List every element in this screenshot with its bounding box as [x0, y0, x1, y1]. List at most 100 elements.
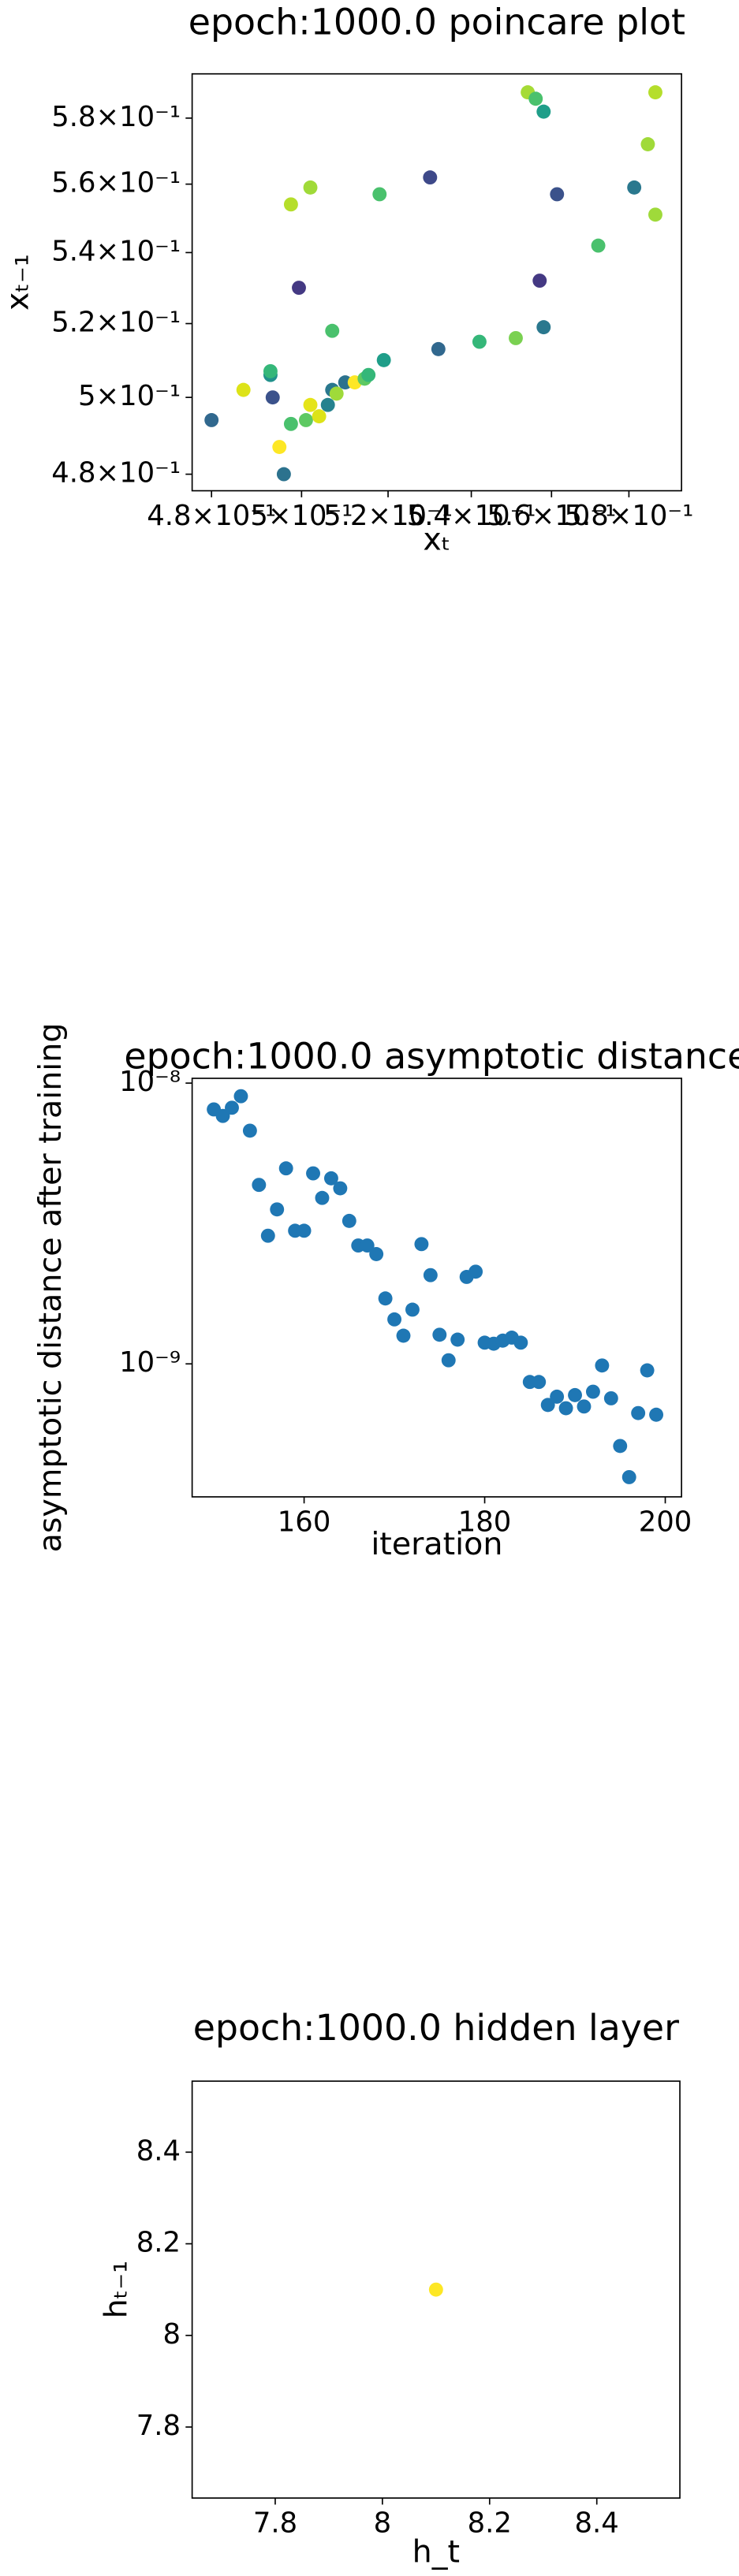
- y-tick-label: 5.2×10⁻¹: [51, 307, 181, 339]
- point: [378, 1291, 393, 1306]
- chart-title: epoch:1000.0 poincare plot: [188, 1, 685, 43]
- y-tick-label: 8.2: [136, 2227, 181, 2259]
- point: [315, 1190, 330, 1205]
- point: [414, 1237, 429, 1252]
- point: [376, 352, 391, 367]
- point: [372, 187, 387, 202]
- x-axis-label: xₜ: [423, 522, 450, 558]
- plot-frame: [191, 1078, 682, 1498]
- point: [640, 1363, 655, 1378]
- y-axis-label: xₜ₋₁: [0, 254, 35, 311]
- point: [306, 1166, 320, 1181]
- point: [297, 1223, 312, 1238]
- y-tick-label: 5×10⁻¹: [78, 380, 181, 412]
- point: [568, 1387, 582, 1402]
- point: [272, 440, 287, 454]
- point: [292, 281, 306, 295]
- point: [431, 341, 446, 356]
- y-axis-label: hₜ₋₁: [98, 2261, 134, 2318]
- point: [204, 413, 219, 427]
- y-tick-label: 5.4×10⁻¹: [51, 235, 181, 267]
- point: [595, 1358, 610, 1373]
- point: [631, 1405, 646, 1420]
- x-tick-label: 7.8: [253, 2507, 297, 2539]
- x-axis-label: iteration: [371, 1526, 502, 1562]
- point: [423, 1268, 438, 1282]
- point: [423, 170, 438, 185]
- point: [621, 1469, 636, 1484]
- x-tick-label: 5.2×10⁻¹: [323, 500, 453, 532]
- point: [472, 334, 487, 349]
- point: [283, 197, 298, 212]
- point: [532, 274, 547, 288]
- x-tick-label: 180: [458, 1506, 512, 1538]
- y-tick-label: 5.6×10⁻¹: [51, 167, 181, 199]
- point: [396, 1328, 411, 1343]
- point: [648, 207, 662, 222]
- point: [342, 1213, 356, 1228]
- point: [325, 323, 340, 338]
- y-tick-label: 8.4: [136, 2135, 181, 2167]
- y-tick-label: 8: [163, 2318, 181, 2351]
- x-tick-label: 5.4×10⁻¹: [407, 500, 536, 532]
- y-tick-label: 7.8: [136, 2410, 181, 2442]
- point: [450, 1332, 465, 1347]
- point: [298, 413, 313, 427]
- x-tick-label: 5.6×10⁻¹: [487, 500, 616, 532]
- x-tick-label: 160: [278, 1506, 331, 1538]
- point: [640, 137, 655, 151]
- point: [432, 1327, 447, 1342]
- point: [303, 180, 318, 195]
- point: [283, 416, 298, 431]
- plot-frame: [191, 73, 682, 492]
- point: [577, 1399, 592, 1414]
- point: [276, 467, 291, 482]
- point: [252, 1178, 267, 1193]
- x-tick-label: 5×10⁻¹: [250, 500, 353, 532]
- y-tick-label: 10⁻⁹: [119, 1346, 181, 1379]
- point: [550, 1389, 565, 1404]
- x-tick-label: 8: [374, 2507, 392, 2539]
- point: [648, 85, 662, 100]
- plot-frame: [191, 2080, 681, 2499]
- x-axis-label: h_t: [412, 2533, 460, 2570]
- x-tick-label: 200: [639, 1506, 692, 1538]
- point: [225, 1100, 239, 1115]
- point: [323, 1171, 338, 1186]
- x-tick-label: 8.2: [468, 2507, 512, 2539]
- point: [428, 2282, 443, 2297]
- x-tick-label: 4.8×10⁻¹: [147, 500, 276, 532]
- point: [215, 1108, 230, 1123]
- point: [532, 1375, 547, 1390]
- point: [603, 1390, 618, 1405]
- point: [312, 409, 327, 424]
- y-tick-label: 5.8×10⁻¹: [51, 101, 181, 133]
- point: [468, 1264, 483, 1279]
- point: [536, 320, 551, 335]
- point: [278, 1161, 293, 1176]
- y-axis-label: asymptotic distance after training: [32, 1023, 69, 1553]
- point: [369, 1247, 384, 1261]
- point: [361, 367, 376, 382]
- point: [613, 1439, 628, 1454]
- chart-title: epoch:1000.0 asymptotic distance: [124, 1035, 739, 1078]
- point: [329, 386, 344, 401]
- point: [591, 238, 606, 253]
- x-tick-label: 8.4: [575, 2507, 619, 2539]
- point: [441, 1353, 456, 1368]
- point: [320, 397, 335, 412]
- point: [360, 1238, 375, 1253]
- point: [260, 1228, 275, 1243]
- point: [550, 187, 565, 202]
- chart-title: epoch:1000.0 hidden layer: [193, 2006, 679, 2049]
- point: [536, 104, 551, 119]
- y-tick-label: 10⁻⁸: [119, 1066, 181, 1098]
- y-tick-label: 4.8×10⁻¹: [51, 457, 181, 490]
- point: [263, 364, 278, 378]
- x-tick-label: 5.8×10⁻¹: [565, 500, 694, 532]
- point: [405, 1302, 420, 1317]
- point: [649, 1407, 664, 1422]
- point: [540, 1398, 555, 1413]
